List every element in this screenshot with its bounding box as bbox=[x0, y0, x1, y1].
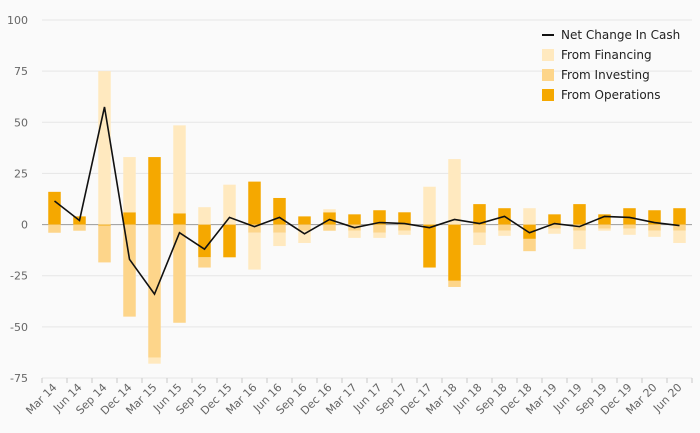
bar-from-operations bbox=[373, 210, 386, 225]
bar-from-operations bbox=[573, 204, 586, 225]
y-tick-label: 75 bbox=[14, 65, 28, 78]
bar-from-financing bbox=[498, 230, 511, 236]
bar-from-financing bbox=[123, 157, 136, 213]
bar-from-financing bbox=[98, 71, 111, 225]
bar-from-operations bbox=[623, 208, 636, 225]
bar-from-operations bbox=[148, 157, 161, 225]
legend-swatch bbox=[542, 69, 554, 81]
bar-from-operations bbox=[673, 208, 686, 225]
bar-from-operations bbox=[598, 214, 611, 225]
bar-from-investing bbox=[123, 224, 136, 317]
bar-from-financing bbox=[473, 232, 486, 246]
bar-from-financing bbox=[348, 230, 361, 238]
bar-from-investing bbox=[523, 238, 536, 252]
net-change-in-cash-line bbox=[54, 106, 680, 296]
bar-from-operations bbox=[348, 214, 361, 225]
bar-from-investing bbox=[598, 224, 611, 229]
bar-from-financing bbox=[148, 357, 161, 364]
bar-from-operations bbox=[523, 224, 536, 239]
y-tick-label: 0 bbox=[21, 219, 28, 232]
bar-from-financing bbox=[198, 207, 211, 225]
bar-from-investing bbox=[448, 280, 461, 287]
bar-from-financing bbox=[448, 159, 461, 225]
bar-from-financing bbox=[673, 230, 686, 243]
y-tick-label: -50 bbox=[10, 321, 28, 334]
bar-from-operations bbox=[48, 191, 61, 225]
bar-from-operations bbox=[198, 224, 211, 258]
bar-from-operations bbox=[123, 212, 136, 225]
bar-from-investing bbox=[648, 224, 661, 231]
y-tick-label: -25 bbox=[10, 270, 28, 283]
bar-from-financing bbox=[423, 186, 436, 225]
bar-from-investing bbox=[473, 224, 486, 233]
bar-from-operations bbox=[223, 224, 236, 258]
bar-from-investing bbox=[48, 224, 61, 233]
legend-label: From Operations bbox=[561, 88, 661, 102]
bar-from-operations bbox=[98, 224, 111, 226]
bar-from-financing bbox=[648, 230, 661, 237]
bar-from-financing bbox=[248, 232, 261, 270]
bar-from-investing bbox=[198, 257, 211, 268]
bar-from-operations bbox=[398, 212, 411, 225]
bar-from-investing bbox=[673, 224, 686, 231]
bar-from-investing bbox=[398, 224, 411, 231]
bar-from-financing bbox=[373, 232, 386, 238]
bar-from-investing bbox=[298, 224, 311, 231]
bar-from-investing bbox=[273, 224, 286, 233]
bar-from-investing bbox=[373, 224, 386, 233]
bar-from-investing bbox=[73, 224, 86, 231]
bar-from-investing bbox=[498, 224, 511, 231]
bar-from-operations bbox=[248, 181, 261, 225]
bar-from-operations bbox=[473, 204, 486, 225]
bar-from-financing bbox=[623, 228, 636, 235]
legend-label: Net Change In Cash bbox=[561, 28, 680, 42]
bar-from-investing bbox=[98, 225, 111, 263]
bar-from-financing bbox=[598, 228, 611, 231]
bar-from-operations bbox=[548, 214, 561, 225]
legend-swatch bbox=[542, 49, 554, 61]
net-change-line bbox=[54, 106, 680, 296]
bar-from-financing bbox=[173, 125, 186, 214]
y-tick-label: 25 bbox=[14, 167, 28, 180]
bar-from-investing bbox=[248, 224, 261, 233]
y-tick-label: -75 bbox=[10, 372, 28, 385]
bar-from-financing bbox=[523, 208, 536, 225]
legend-label: From Investing bbox=[561, 68, 650, 82]
bar-from-financing bbox=[223, 184, 236, 225]
bar-from-investing bbox=[548, 224, 561, 229]
bars bbox=[48, 71, 686, 364]
bar-from-financing bbox=[323, 209, 336, 213]
bar-from-operations bbox=[298, 216, 311, 225]
bar-from-operations bbox=[173, 213, 186, 225]
bar-from-investing bbox=[148, 224, 161, 358]
bar-from-operations bbox=[648, 210, 661, 225]
legend-label: From Financing bbox=[561, 48, 652, 62]
bar-from-operations bbox=[448, 224, 461, 281]
bar-from-investing bbox=[623, 224, 636, 229]
legend-swatch bbox=[542, 89, 554, 101]
bar-from-financing bbox=[548, 228, 561, 234]
bar-from-operations bbox=[423, 224, 436, 268]
legend: Net Change In Cash From Financing From Inv… bbox=[542, 28, 680, 102]
bar-from-financing bbox=[298, 230, 311, 243]
bar-from-investing bbox=[573, 224, 586, 231]
y-axis-ticks: 100 75 50 25 0 -25 -50 -75 bbox=[7, 14, 28, 385]
y-tick-label: 50 bbox=[14, 116, 28, 129]
bar-from-financing bbox=[573, 230, 586, 250]
bar-from-financing bbox=[273, 232, 286, 247]
x-tick-label: Mar 14 bbox=[23, 381, 59, 417]
bar-from-investing bbox=[323, 224, 336, 231]
bar-from-financing bbox=[398, 230, 411, 235]
y-tick-label: 100 bbox=[7, 14, 28, 27]
bar-from-investing bbox=[173, 224, 186, 323]
